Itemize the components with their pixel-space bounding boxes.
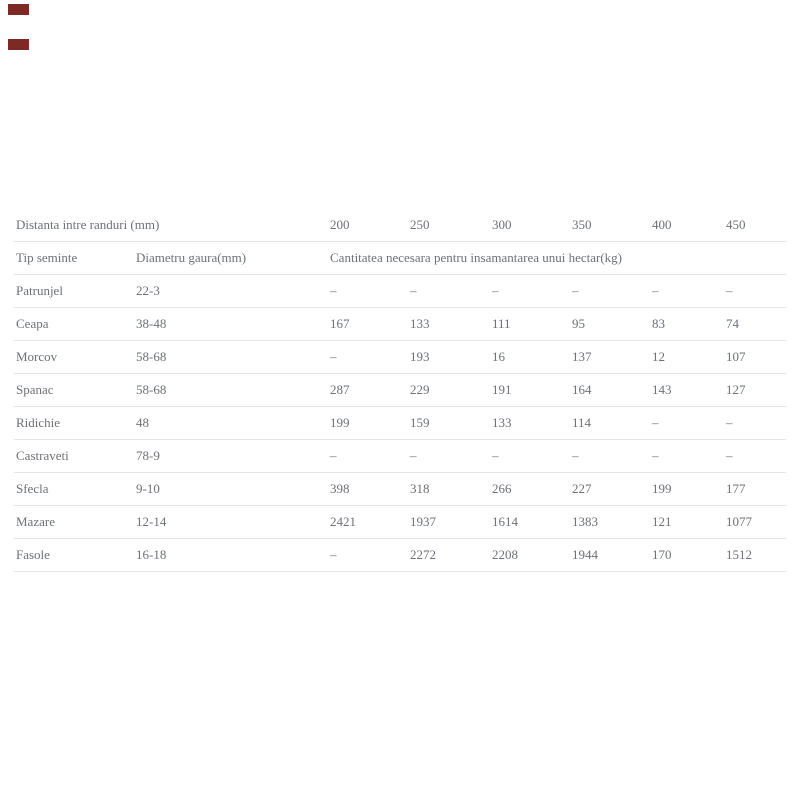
cell-seed-name: Spanac [14,373,134,407]
table-row-ridichie: Ridichie 48 199 159 133 114 – – [14,406,786,440]
cell-value: – [570,439,651,473]
cell-value: – [650,274,725,308]
cell-value: 1512 [724,538,786,572]
cell-value: – [724,274,786,308]
cell-diameter: 22-3 [134,274,329,308]
top-left-mark-1 [8,4,29,15]
cell-value: – [328,274,409,308]
cell-value: 2421 [328,505,409,539]
cell-seed-name: Patrunjel [14,274,134,308]
column-header-450: 450 [724,209,786,242]
cell-value: – [328,439,409,473]
table-row-spanac: Spanac 58-68 287 229 191 164 143 127 [14,373,786,407]
cell-value: 2208 [490,538,571,572]
cell-seed-name: Mazare [14,505,134,539]
column-header-quantity: Cantitatea necesara pentru insamantarea … [328,241,786,275]
cell-value: 1937 [408,505,491,539]
column-header-400: 400 [650,209,725,242]
cell-value: 2272 [408,538,491,572]
table-row-mazare: Mazare 12-14 2421 1937 1614 1383 121 107… [14,505,786,539]
cell-value: – [328,340,409,374]
cell-value: 74 [724,307,786,341]
header-row-distances: Distanta intre randuri (mm) 200 250 300 … [14,209,786,242]
cell-diameter: 12-14 [134,505,329,539]
table-row-castraveti: Castraveti 78-9 – – – – – – [14,439,786,473]
cell-value: – [408,439,491,473]
table-row-patrunjel: Patrunjel 22-3 – – – – – – [14,274,786,308]
cell-value: – [650,439,725,473]
table-row-ceapa: Ceapa 38-48 167 133 111 95 83 74 [14,307,786,341]
cell-value: 1614 [490,505,571,539]
top-left-mark-2 [8,39,29,50]
cell-seed-name: Ridichie [14,406,134,440]
cell-value: – [570,274,651,308]
cell-diameter: 16-18 [134,538,329,572]
cell-diameter: 38-48 [134,307,329,341]
cell-diameter: 9-10 [134,472,329,506]
column-header-300: 300 [490,209,571,242]
column-header-350: 350 [570,209,651,242]
cell-value: 127 [724,373,786,407]
cell-seed-name: Morcov [14,340,134,374]
cell-diameter: 78-9 [134,439,329,473]
cell-value: 191 [490,373,571,407]
cell-value: – [650,406,725,440]
cell-value: 133 [408,307,491,341]
cell-value: 159 [408,406,491,440]
cell-value: 199 [650,472,725,506]
column-header-250: 250 [408,209,491,242]
cell-value: – [328,538,409,572]
cell-value: 318 [408,472,491,506]
cell-value: 1944 [570,538,651,572]
cell-value: 95 [570,307,651,341]
cell-value: 199 [328,406,409,440]
cell-diameter: 48 [134,406,329,440]
column-header-200: 200 [328,209,409,242]
cell-value: 229 [408,373,491,407]
cell-value: – [490,439,571,473]
cell-value: – [724,439,786,473]
cell-value: 111 [490,307,571,341]
cell-value: 143 [650,373,725,407]
cell-value: 170 [650,538,725,572]
column-header-hole-diameter: Diametru gaura(mm) [134,241,329,275]
cell-value: 1077 [724,505,786,539]
cell-value: 177 [724,472,786,506]
cell-value: 16 [490,340,571,374]
cell-value: 114 [570,406,651,440]
cell-value: 227 [570,472,651,506]
cell-diameter: 58-68 [134,340,329,374]
cell-value: 133 [490,406,571,440]
cell-value: 83 [650,307,725,341]
cell-value: 164 [570,373,651,407]
cell-seed-name: Castraveti [14,439,134,473]
cell-value: 107 [724,340,786,374]
table-row-sfecla: Sfecla 9-10 398 318 266 227 199 177 [14,472,786,506]
table-row-fasole: Fasole 16-18 – 2272 2208 1944 170 1512 [14,538,786,572]
cell-diameter: 58-68 [134,373,329,407]
cell-value: – [724,406,786,440]
cell-value: 12 [650,340,725,374]
cell-value: 1383 [570,505,651,539]
seeding-rate-table: Distanta intre randuri (mm) 200 250 300 … [14,209,786,572]
cell-value: 398 [328,472,409,506]
cell-value: 167 [328,307,409,341]
table-row-morcov: Morcov 58-68 – 193 16 137 12 107 [14,340,786,374]
column-header-seed-type: Tip seminte [14,241,134,275]
seeding-rate-table-container: Distanta intre randuri (mm) 200 250 300 … [14,209,786,572]
cell-seed-name: Sfecla [14,472,134,506]
cell-value: – [408,274,491,308]
header-row-labels: Tip seminte Diametru gaura(mm) Cantitate… [14,241,786,275]
cell-value: 137 [570,340,651,374]
cell-value: – [490,274,571,308]
cell-value: 121 [650,505,725,539]
row-distance-label: Distanta intre randuri (mm) [14,209,329,242]
cell-seed-name: Ceapa [14,307,134,341]
cell-seed-name: Fasole [14,538,134,572]
cell-value: 266 [490,472,571,506]
cell-value: 287 [328,373,409,407]
cell-value: 193 [408,340,491,374]
